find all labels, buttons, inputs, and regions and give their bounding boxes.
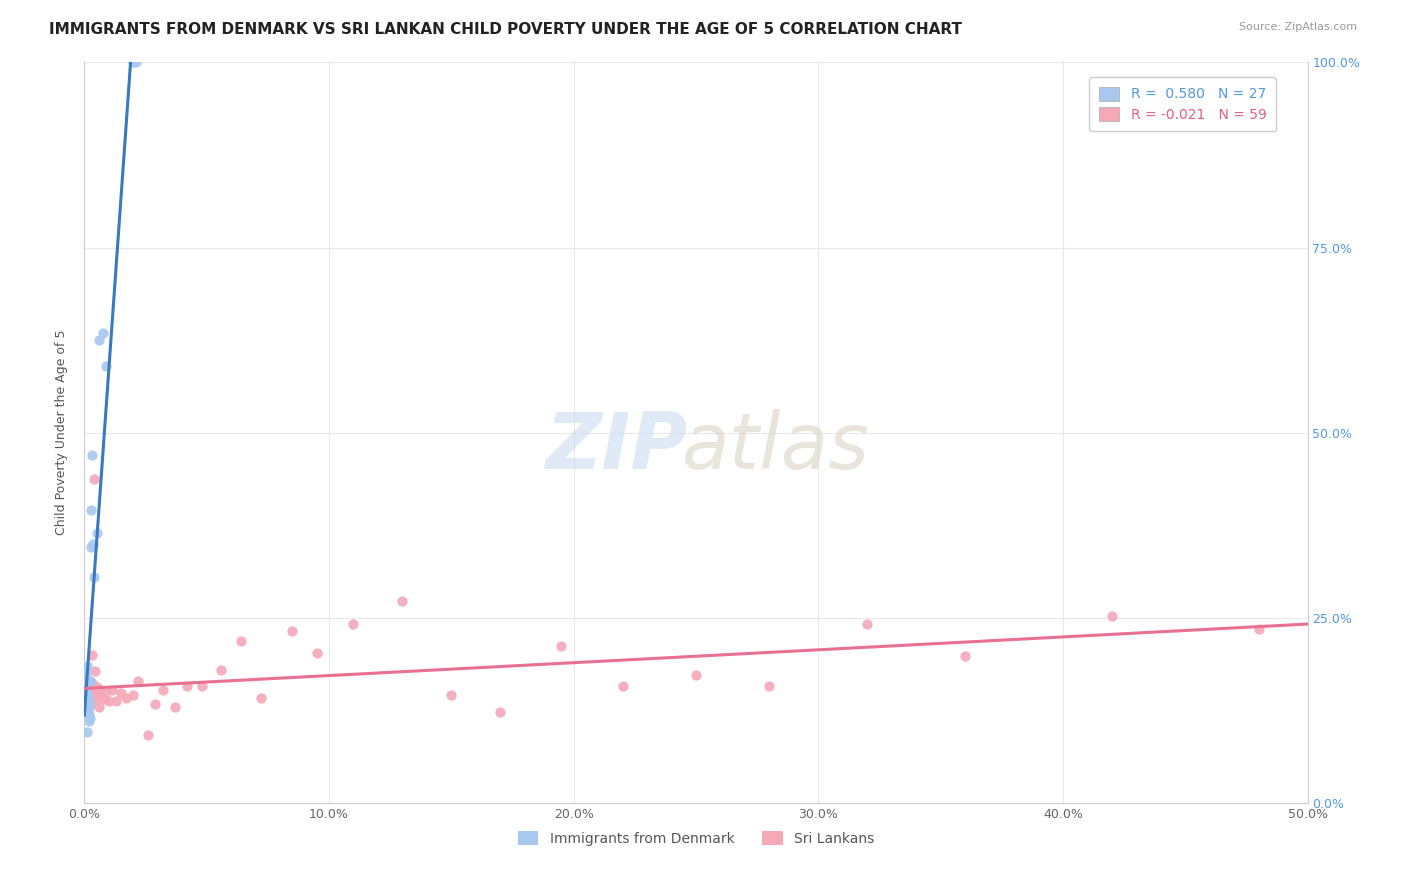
- Point: [79, 699, 101, 714]
- Point: [122, 689, 145, 703]
- Point: [77, 686, 100, 700]
- Point: [82, 676, 104, 690]
- Point: [79, 673, 101, 688]
- Point: [77, 692, 100, 706]
- Point: [105, 693, 128, 707]
- Point: [136, 728, 159, 742]
- Point: [143, 698, 166, 712]
- Text: IMMIGRANTS FROM DENMARK VS SRI LANKAN CHILD POVERTY UNDER THE AGE OF 5 CORRELATI: IMMIGRANTS FROM DENMARK VS SRI LANKAN CH…: [49, 22, 962, 37]
- Point: [86, 680, 108, 694]
- Text: ZIP: ZIP: [546, 409, 688, 485]
- Point: [80, 503, 103, 517]
- Point: [249, 690, 271, 705]
- Point: [79, 673, 101, 688]
- Point: [90, 683, 112, 698]
- Legend: Immigrants from Denmark, Sri Lankans: Immigrants from Denmark, Sri Lankans: [512, 825, 880, 851]
- Point: [83, 471, 105, 485]
- Point: [75, 681, 97, 695]
- Point: [758, 679, 780, 693]
- Point: [685, 668, 707, 682]
- Point: [76, 686, 98, 700]
- Point: [229, 634, 252, 648]
- Point: [75, 696, 97, 710]
- Point: [115, 690, 138, 705]
- Point: [79, 698, 101, 712]
- Point: [75, 666, 97, 681]
- Point: [96, 359, 118, 373]
- Point: [77, 701, 100, 715]
- Point: [82, 536, 104, 550]
- Point: [76, 701, 98, 715]
- Point: [79, 711, 101, 725]
- Point: [76, 658, 98, 673]
- Point: [77, 696, 100, 710]
- Point: [77, 706, 100, 721]
- Point: [127, 673, 149, 688]
- Point: [342, 616, 364, 631]
- Point: [77, 673, 100, 688]
- Point: [93, 692, 115, 706]
- Point: [87, 699, 110, 714]
- Point: [76, 683, 98, 698]
- Point: [86, 525, 108, 540]
- Point: [76, 698, 98, 713]
- Point: [76, 703, 98, 717]
- Point: [83, 692, 105, 706]
- Point: [176, 679, 198, 693]
- Point: [80, 541, 103, 555]
- Point: [87, 333, 110, 347]
- Point: [83, 570, 105, 584]
- Point: [80, 686, 103, 700]
- Point: [152, 683, 174, 698]
- Point: [125, 55, 148, 70]
- Point: [80, 448, 103, 462]
- Point: [440, 689, 463, 703]
- Point: [1101, 609, 1123, 624]
- Point: [82, 689, 104, 703]
- Text: atlas: atlas: [682, 409, 869, 485]
- Point: [89, 686, 111, 700]
- Point: [84, 664, 107, 678]
- Point: [91, 326, 114, 340]
- Point: [953, 649, 976, 664]
- Point: [77, 679, 100, 693]
- Point: [76, 699, 98, 714]
- Point: [79, 679, 101, 693]
- Point: [163, 699, 186, 714]
- Point: [76, 690, 98, 705]
- Point: [191, 679, 214, 693]
- Point: [75, 677, 97, 691]
- Point: [122, 55, 145, 70]
- Point: [77, 689, 100, 703]
- Point: [75, 681, 97, 695]
- Point: [101, 683, 124, 698]
- Point: [550, 639, 572, 653]
- Point: [80, 648, 103, 662]
- Point: [77, 695, 100, 709]
- Text: Source: ZipAtlas.com: Source: ZipAtlas.com: [1239, 22, 1357, 32]
- Point: [209, 663, 232, 677]
- Point: [281, 624, 304, 638]
- Point: [76, 706, 98, 720]
- Point: [97, 693, 120, 707]
- Point: [1247, 622, 1270, 636]
- Point: [110, 686, 132, 700]
- Point: [489, 706, 512, 720]
- Point: [391, 594, 413, 608]
- Point: [76, 725, 98, 739]
- Point: [96, 685, 118, 699]
- Y-axis label: Child Poverty Under the Age of 5: Child Poverty Under the Age of 5: [55, 330, 69, 535]
- Point: [856, 616, 879, 631]
- Point: [75, 699, 97, 714]
- Point: [612, 679, 634, 693]
- Point: [305, 646, 328, 660]
- Point: [77, 714, 100, 729]
